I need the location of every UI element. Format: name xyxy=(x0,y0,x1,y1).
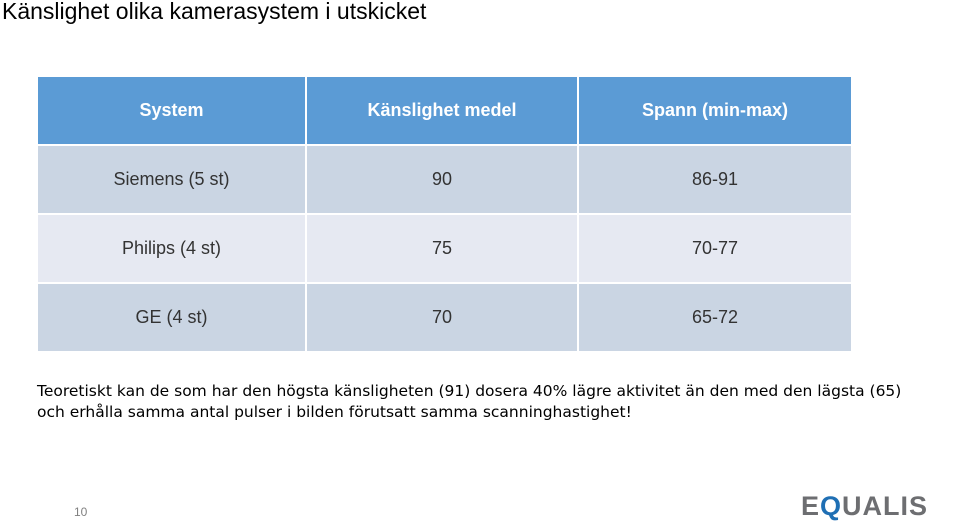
cell-range: 65-72 xyxy=(578,283,851,351)
logo-suffix: UALIS xyxy=(842,490,929,521)
header-range: Spann (min-max) xyxy=(578,77,851,146)
cell-system: Siemens (5 st) xyxy=(38,145,307,215)
logo-prefix: E xyxy=(801,490,821,521)
equalis-logo: E Q UALIS xyxy=(801,490,928,521)
cell-range: 70-77 xyxy=(578,214,851,284)
cell-range: 86-91 xyxy=(578,145,851,215)
table-row: Philips (4 st) 75 70-77 xyxy=(38,214,851,284)
slide-title: Känslighet olika kamerasystem i utskicke… xyxy=(2,0,427,24)
note-text: Teoretiskt kan de som har den högsta kän… xyxy=(37,382,902,421)
cell-sensitivity: 75 xyxy=(306,214,579,284)
page-number: 10 xyxy=(74,505,88,519)
cell-system: GE (4 st) xyxy=(38,283,307,351)
cell-system: Philips (4 st) xyxy=(38,214,307,284)
header-sensitivity-mean: Känslighet medel xyxy=(306,77,579,146)
header-system: System xyxy=(38,77,307,146)
table-header-row: System Känslighet medel Spann (min-max) xyxy=(38,77,851,146)
table-row: GE (4 st) 70 65-72 xyxy=(38,283,851,351)
cell-sensitivity: 90 xyxy=(306,145,579,215)
cell-sensitivity: 70 xyxy=(306,283,579,351)
table-row: Siemens (5 st) 90 86-91 xyxy=(38,145,851,215)
logo-accent: Q xyxy=(820,490,843,521)
sensitivity-table: System Känslighet medel Spann (min-max) … xyxy=(38,77,851,351)
